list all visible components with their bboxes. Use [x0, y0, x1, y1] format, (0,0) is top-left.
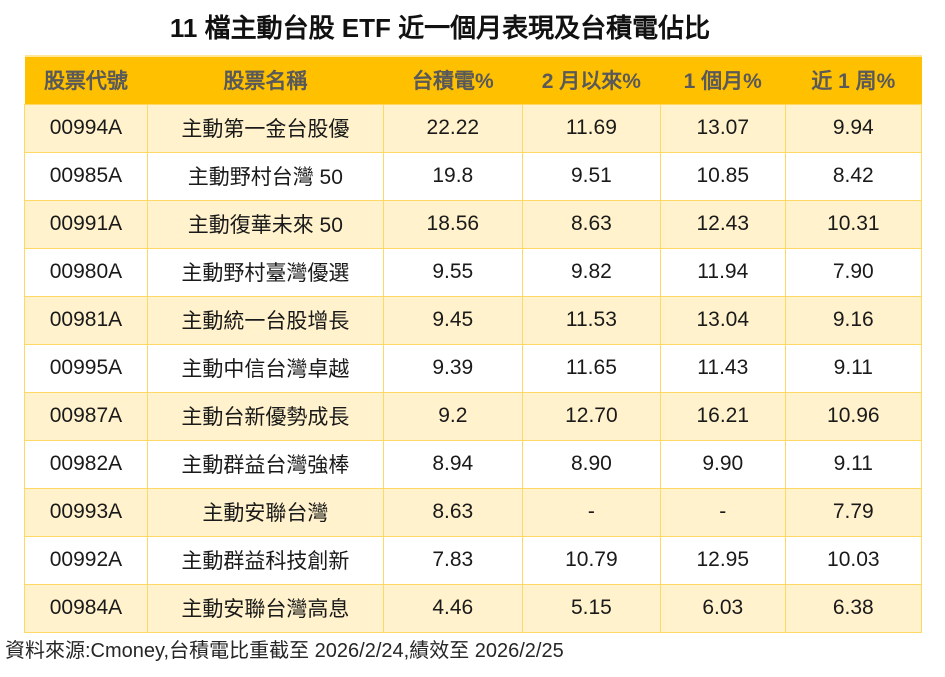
stock-code-cell: 00980A	[24, 247, 148, 297]
tsmc-pct-cell: 9.55	[382, 247, 523, 297]
one-week-pct-cell: 7.79	[784, 487, 923, 537]
stock-name-cell: 主動野村臺灣優選	[146, 247, 384, 297]
since-feb-pct-cell: 10.79	[521, 535, 661, 585]
stock-code-cell: 00984A	[24, 583, 148, 633]
one-month-pct-cell: 12.43	[659, 199, 786, 249]
table-row: 00993A 主動安聯台灣 8.63- -7.79	[24, 487, 923, 537]
table-row: 00985A 主動野村台灣 50 19.8 9.51 10.85 8.42	[24, 151, 923, 201]
header-stock-name: 股票名稱	[147, 56, 384, 104]
since-feb-pct-cell: 11.65	[521, 343, 661, 393]
stock-name-cell: 主動安聯台灣高息	[146, 583, 384, 633]
since-feb-pct-cell: 11.69	[521, 103, 661, 153]
since-feb-pct-cell: 8.90	[521, 439, 661, 489]
stock-name-cell: 主動統一台股增長	[146, 295, 384, 345]
stock-code-cell: 00995A	[24, 343, 148, 393]
table-row: 00982A 主動群益台灣強棒 8.94 8.90 9.90 9.11	[24, 439, 923, 489]
one-week-pct-cell: 9.94	[784, 103, 923, 153]
header-tsmc-pct: 台積電%	[383, 56, 523, 104]
stock-name-cell: 主動群益科技創新	[146, 535, 384, 585]
page-title: 11 檔主動台股 ETF 近一個月表現及台積電佔比	[169, 13, 711, 43]
stock-name-cell: 主動復華未來 50	[146, 199, 384, 249]
header-since-feb-pct: 2 月以來%	[522, 56, 661, 104]
since-feb-pct-cell: -	[521, 487, 661, 537]
stock-code-cell: 00981A	[24, 295, 148, 345]
source-note: 資料來源:Cmoney,台積電比重截至 2026/2/24,績效至 2026/2…	[5, 639, 564, 662]
one-week-pct-cell: 6.38	[784, 583, 923, 633]
one-month-pct-cell: 12.95	[659, 535, 786, 585]
stock-code-cell: 00987A	[24, 391, 148, 441]
stock-code-cell: 00992A	[24, 535, 148, 585]
one-month-pct-cell: 6.03	[659, 583, 786, 633]
tsmc-pct-cell: 19.8	[382, 151, 523, 201]
one-week-pct-cell: 10.31	[784, 199, 923, 249]
tsmc-pct-cell: 9.39	[382, 343, 523, 393]
tsmc-pct-cell: 9.2	[382, 391, 523, 441]
stock-name-cell: 主動第一金台股優	[146, 103, 384, 153]
tsmc-pct-cell: 22.22	[382, 103, 523, 153]
header-row: 股票代號 股票名稱 台積電% 2 月以來% 1 個月% 近 1 周%	[24, 56, 922, 104]
one-week-pct-cell: 8.42	[784, 151, 923, 201]
one-month-pct-cell: 13.07	[659, 103, 786, 153]
one-week-pct-cell: 7.90	[784, 247, 923, 297]
since-feb-pct-cell: 12.70	[521, 391, 661, 441]
table-row: 00984A 主動安聯台灣高息 4.46 5.15 6.03 6.38	[24, 583, 923, 633]
one-month-pct-cell: 11.43	[659, 343, 786, 393]
one-month-pct-cell: -	[659, 487, 786, 537]
table-header: 股票代號 股票名稱 台積電% 2 月以來% 1 個月% 近 1 周%	[24, 56, 922, 104]
tsmc-pct-cell: 9.45	[382, 295, 523, 345]
table-body: 00994A 主動第一金台股優 22.22 11.69 13.07 9.94 00985A 主…	[24, 103, 923, 633]
tsmc-pct-cell: 8.94	[382, 439, 523, 489]
tsmc-pct-cell: 8.63	[382, 487, 523, 537]
one-month-pct-cell: 13.04	[659, 295, 786, 345]
table-row: 00995A 主動中信台灣卓越 9.39 11.65 11.43 9.11	[24, 343, 923, 393]
since-feb-pct-cell: 9.51	[521, 151, 661, 201]
one-week-pct-cell: 10.03	[784, 535, 923, 585]
one-week-pct-cell: 9.16	[784, 295, 923, 345]
etf-table: 股票代號 股票名稱 台積電% 2 月以來% 1 個月% 近 1 周% 00994…	[24, 55, 923, 633]
since-feb-pct-cell: 5.15	[521, 583, 661, 633]
tsmc-pct-cell: 18.56	[382, 199, 523, 249]
table-row: 00987A 主動台新優勢成長 9.2 12.70 16.21 10.96	[24, 391, 923, 441]
table-row: 00981A 主動統一台股增長 9.45 11.53 13.04 9.16	[24, 295, 923, 345]
one-month-pct-cell: 10.85	[659, 151, 786, 201]
stock-name-cell: 主動群益台灣強棒	[146, 439, 384, 489]
since-feb-pct-cell: 9.82	[521, 247, 661, 297]
stock-code-cell: 00985A	[24, 151, 148, 201]
since-feb-pct-cell: 8.63	[521, 199, 661, 249]
stock-name-cell: 主動台新優勢成長	[146, 391, 384, 441]
stock-name-cell: 主動中信台灣卓越	[146, 343, 384, 393]
one-month-pct-cell: 9.90	[659, 439, 786, 489]
one-week-pct-cell: 9.11	[784, 439, 923, 489]
stock-code-cell: 00982A	[24, 439, 148, 489]
one-week-pct-cell: 9.11	[784, 343, 923, 393]
header-one-week-pct: 近 1 周%	[785, 56, 922, 104]
since-feb-pct-cell: 11.53	[521, 295, 661, 345]
table-row: 00992A 主動群益科技創新 7.83 10.79 12.95 10.03	[24, 535, 923, 585]
tsmc-pct-cell: 4.46	[382, 583, 523, 633]
table-row: 00991A 主動復華未來 50 18.56 8.63 12.43 10.31	[24, 199, 923, 249]
stock-code-cell: 00991A	[24, 199, 148, 249]
table-row: 00980A 主動野村臺灣優選 9.55 9.82 11.94 7.90	[24, 247, 923, 297]
tsmc-pct-cell: 7.83	[382, 535, 523, 585]
stock-name-cell: 主動野村台灣 50	[146, 151, 384, 201]
stock-code-cell: 00993A	[24, 487, 148, 537]
header-one-month-pct: 1 個月%	[660, 56, 786, 104]
one-month-pct-cell: 16.21	[659, 391, 786, 441]
one-month-pct-cell: 11.94	[659, 247, 786, 297]
stock-name-cell: 主動安聯台灣	[146, 487, 384, 537]
table-row: 00994A 主動第一金台股優 22.22 11.69 13.07 9.94	[24, 103, 923, 153]
stock-code-cell: 00994A	[24, 103, 148, 153]
header-stock-code: 股票代號	[24, 56, 148, 104]
one-week-pct-cell: 10.96	[784, 391, 923, 441]
